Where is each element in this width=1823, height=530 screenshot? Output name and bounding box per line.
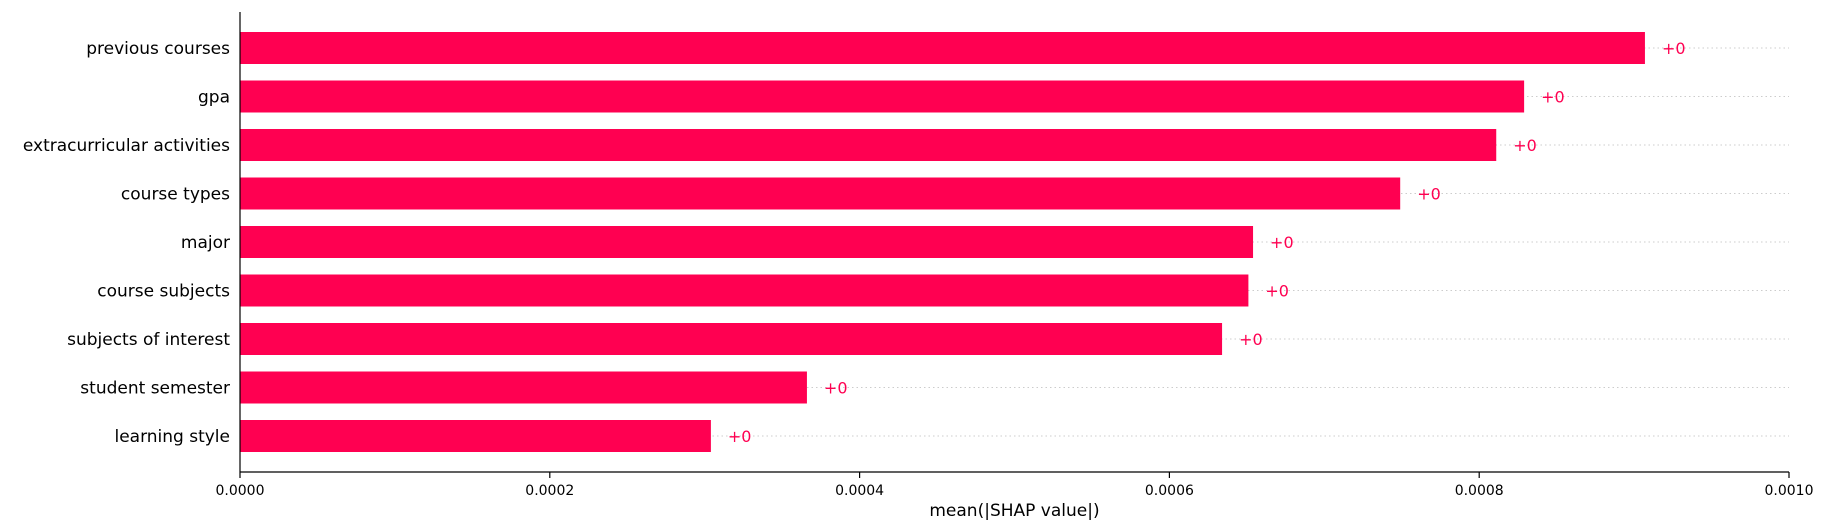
category-label: student semester bbox=[80, 379, 230, 399]
bar-value-label: +0 bbox=[1541, 88, 1565, 107]
x-tick-label: 0.0000 bbox=[216, 483, 265, 499]
bar-value-label: +0 bbox=[1265, 282, 1289, 301]
category-label: extracurricular activities bbox=[23, 136, 230, 156]
bar-value-label: +0 bbox=[1239, 330, 1263, 349]
category-label: major bbox=[181, 233, 230, 253]
bar bbox=[240, 323, 1223, 355]
category-label: previous courses bbox=[86, 39, 230, 59]
bar bbox=[240, 226, 1254, 258]
x-axis-title: mean(|SHAP value|) bbox=[929, 501, 1099, 521]
bar bbox=[240, 274, 1249, 307]
bar bbox=[240, 32, 1645, 64]
bar-value-label: +0 bbox=[728, 427, 752, 446]
bar-value-label: +0 bbox=[1662, 39, 1686, 58]
x-tick-label: 0.0008 bbox=[1455, 483, 1504, 499]
bar bbox=[240, 420, 711, 452]
data-labels: +0 +0 +0 +0 +0 +0 +0 +0 +0 bbox=[728, 39, 1686, 446]
category-labels: previous courses gpa extracurricular activ… bbox=[23, 39, 230, 447]
bar-value-label: +0 bbox=[1513, 136, 1537, 155]
bar bbox=[240, 177, 1401, 210]
x-ticks: 0.0000 0.0002 0.0004 0.0006 0.0008 0.0010 bbox=[216, 472, 1814, 499]
bar bbox=[240, 80, 1525, 113]
x-tick-label: 0.0002 bbox=[525, 483, 574, 499]
bar bbox=[240, 129, 1497, 161]
bar-value-label: +0 bbox=[1417, 185, 1441, 204]
category-label: subjects of interest bbox=[67, 330, 230, 350]
x-tick-label: 0.0004 bbox=[835, 483, 884, 499]
category-label: course subjects bbox=[97, 282, 230, 302]
bar bbox=[240, 371, 807, 404]
bars bbox=[240, 32, 1645, 452]
category-label: course types bbox=[121, 185, 230, 205]
category-label: learning style bbox=[114, 427, 230, 447]
x-tick-label: 0.0006 bbox=[1145, 483, 1194, 499]
bar-value-label: +0 bbox=[824, 379, 848, 398]
bar-value-label: +0 bbox=[1270, 233, 1294, 252]
category-label: gpa bbox=[198, 88, 230, 108]
x-tick-label: 0.0010 bbox=[1765, 483, 1814, 499]
